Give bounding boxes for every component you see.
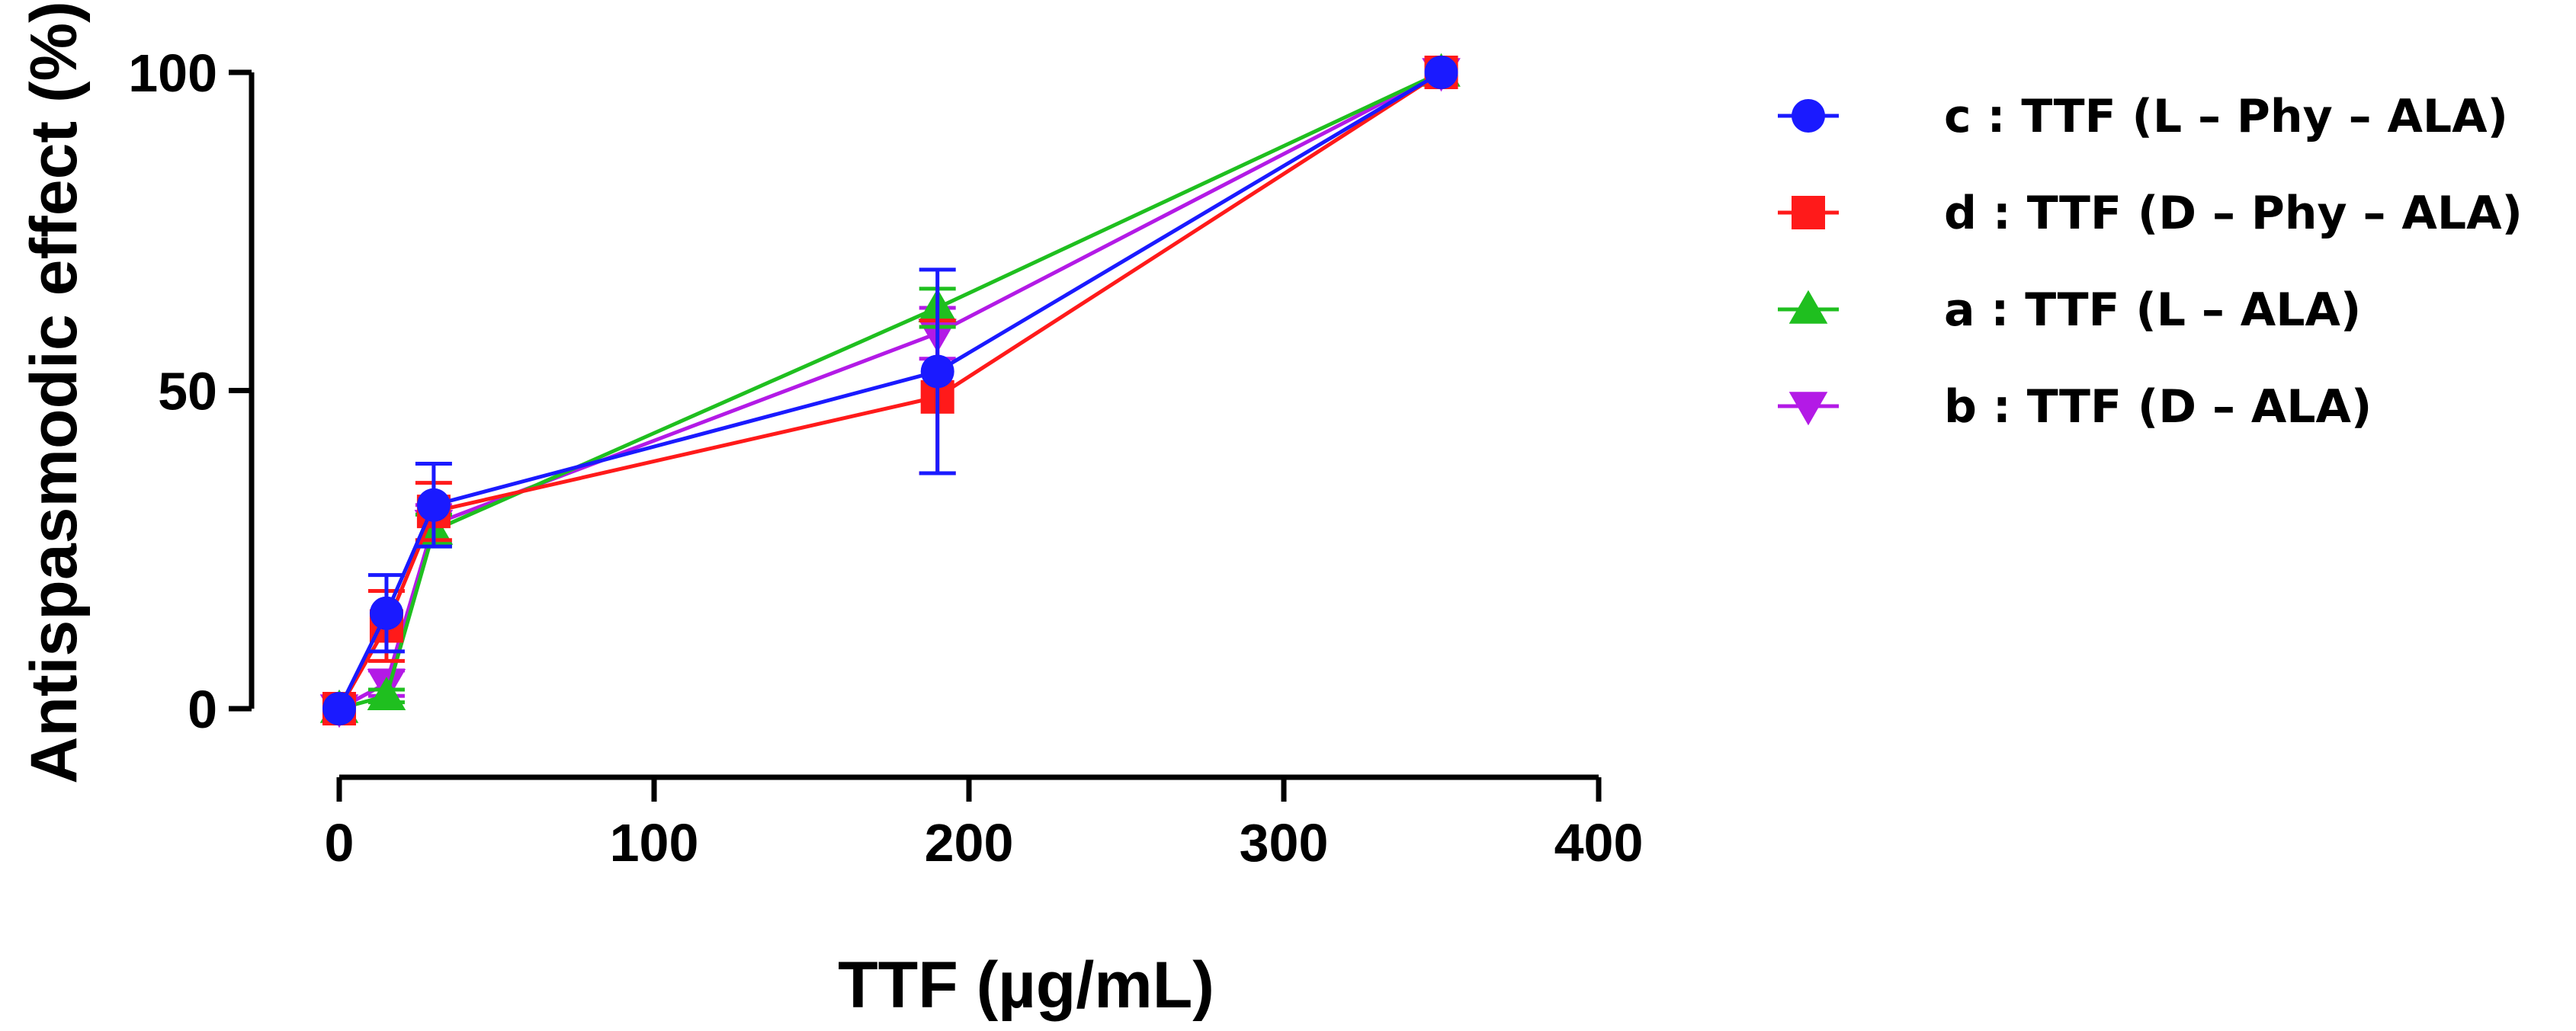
legend-label: c : TTF (L – Phy – ALA) xyxy=(1944,90,2508,143)
data-point xyxy=(322,692,356,725)
series-1 xyxy=(322,56,1458,725)
legend: c : TTF (L – Phy – ALA) d : TTF (D – Phy … xyxy=(1778,90,2523,434)
series-line xyxy=(338,70,1442,711)
data-point xyxy=(367,677,406,710)
series-0 xyxy=(322,56,1458,725)
y-tick-label: 50 xyxy=(158,362,217,421)
legend-item-3: b : TTF (D – ALA) xyxy=(1778,380,2372,434)
series-line xyxy=(338,70,1442,711)
legend-label: a : TTF (L – ALA) xyxy=(1944,283,2361,337)
data-point xyxy=(920,354,954,389)
series-line xyxy=(337,70,1442,710)
series-layer xyxy=(319,53,1461,728)
legend-marker xyxy=(1792,196,1825,229)
x-tick-label: 0 xyxy=(325,813,354,873)
legend-label: d : TTF (D – Phy – ALA) xyxy=(1944,187,2523,240)
legend-marker xyxy=(1788,290,1828,324)
legend-marker xyxy=(1792,99,1825,133)
x-tick-label: 200 xyxy=(925,813,1014,873)
y-axis-title: Antispasmodic effect (%) xyxy=(18,1,91,783)
y-tick-label: 0 xyxy=(188,680,217,739)
x-tick-label: 400 xyxy=(1554,813,1644,873)
legend-item-2: a : TTF (L – ALA) xyxy=(1778,283,2361,337)
data-point xyxy=(1424,56,1458,89)
series-2 xyxy=(319,53,1461,723)
y-tick-label: 100 xyxy=(128,43,217,103)
x-axis-title: TTF (µg/mL) xyxy=(838,949,1214,1022)
legend-item-1: d : TTF (D – Phy – ALA) xyxy=(1778,187,2523,240)
x-tick-label: 100 xyxy=(610,813,699,873)
x-tick-label: 300 xyxy=(1240,813,1329,873)
axes: 0 50 100 0 100 200 300 400 xyxy=(128,43,1643,873)
legend-item-0: c : TTF (L – Phy – ALA) xyxy=(1778,90,2508,143)
legend-label: b : TTF (D – ALA) xyxy=(1944,380,2372,434)
series-3 xyxy=(319,58,1461,728)
series-line xyxy=(337,70,1442,710)
data-point xyxy=(416,488,451,522)
legend-marker xyxy=(1788,392,1828,426)
data-point xyxy=(369,596,403,630)
